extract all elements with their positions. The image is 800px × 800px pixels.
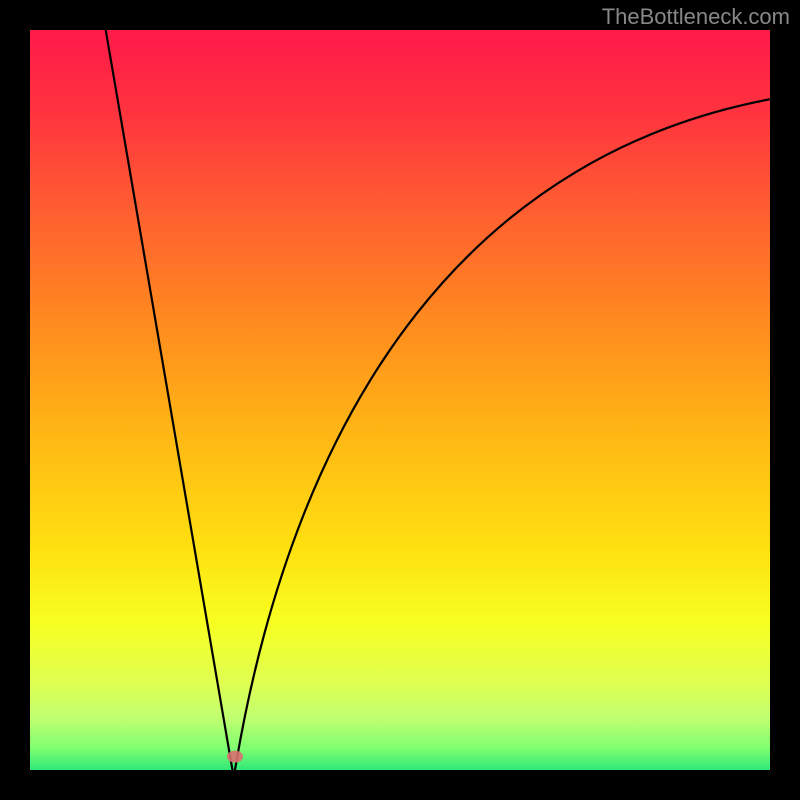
bottleneck-chart (0, 0, 800, 800)
watermark-text: TheBottleneck.com (602, 4, 790, 30)
chart-container: TheBottleneck.com (0, 0, 800, 800)
minimum-marker (227, 751, 243, 763)
gradient-background (30, 30, 770, 770)
